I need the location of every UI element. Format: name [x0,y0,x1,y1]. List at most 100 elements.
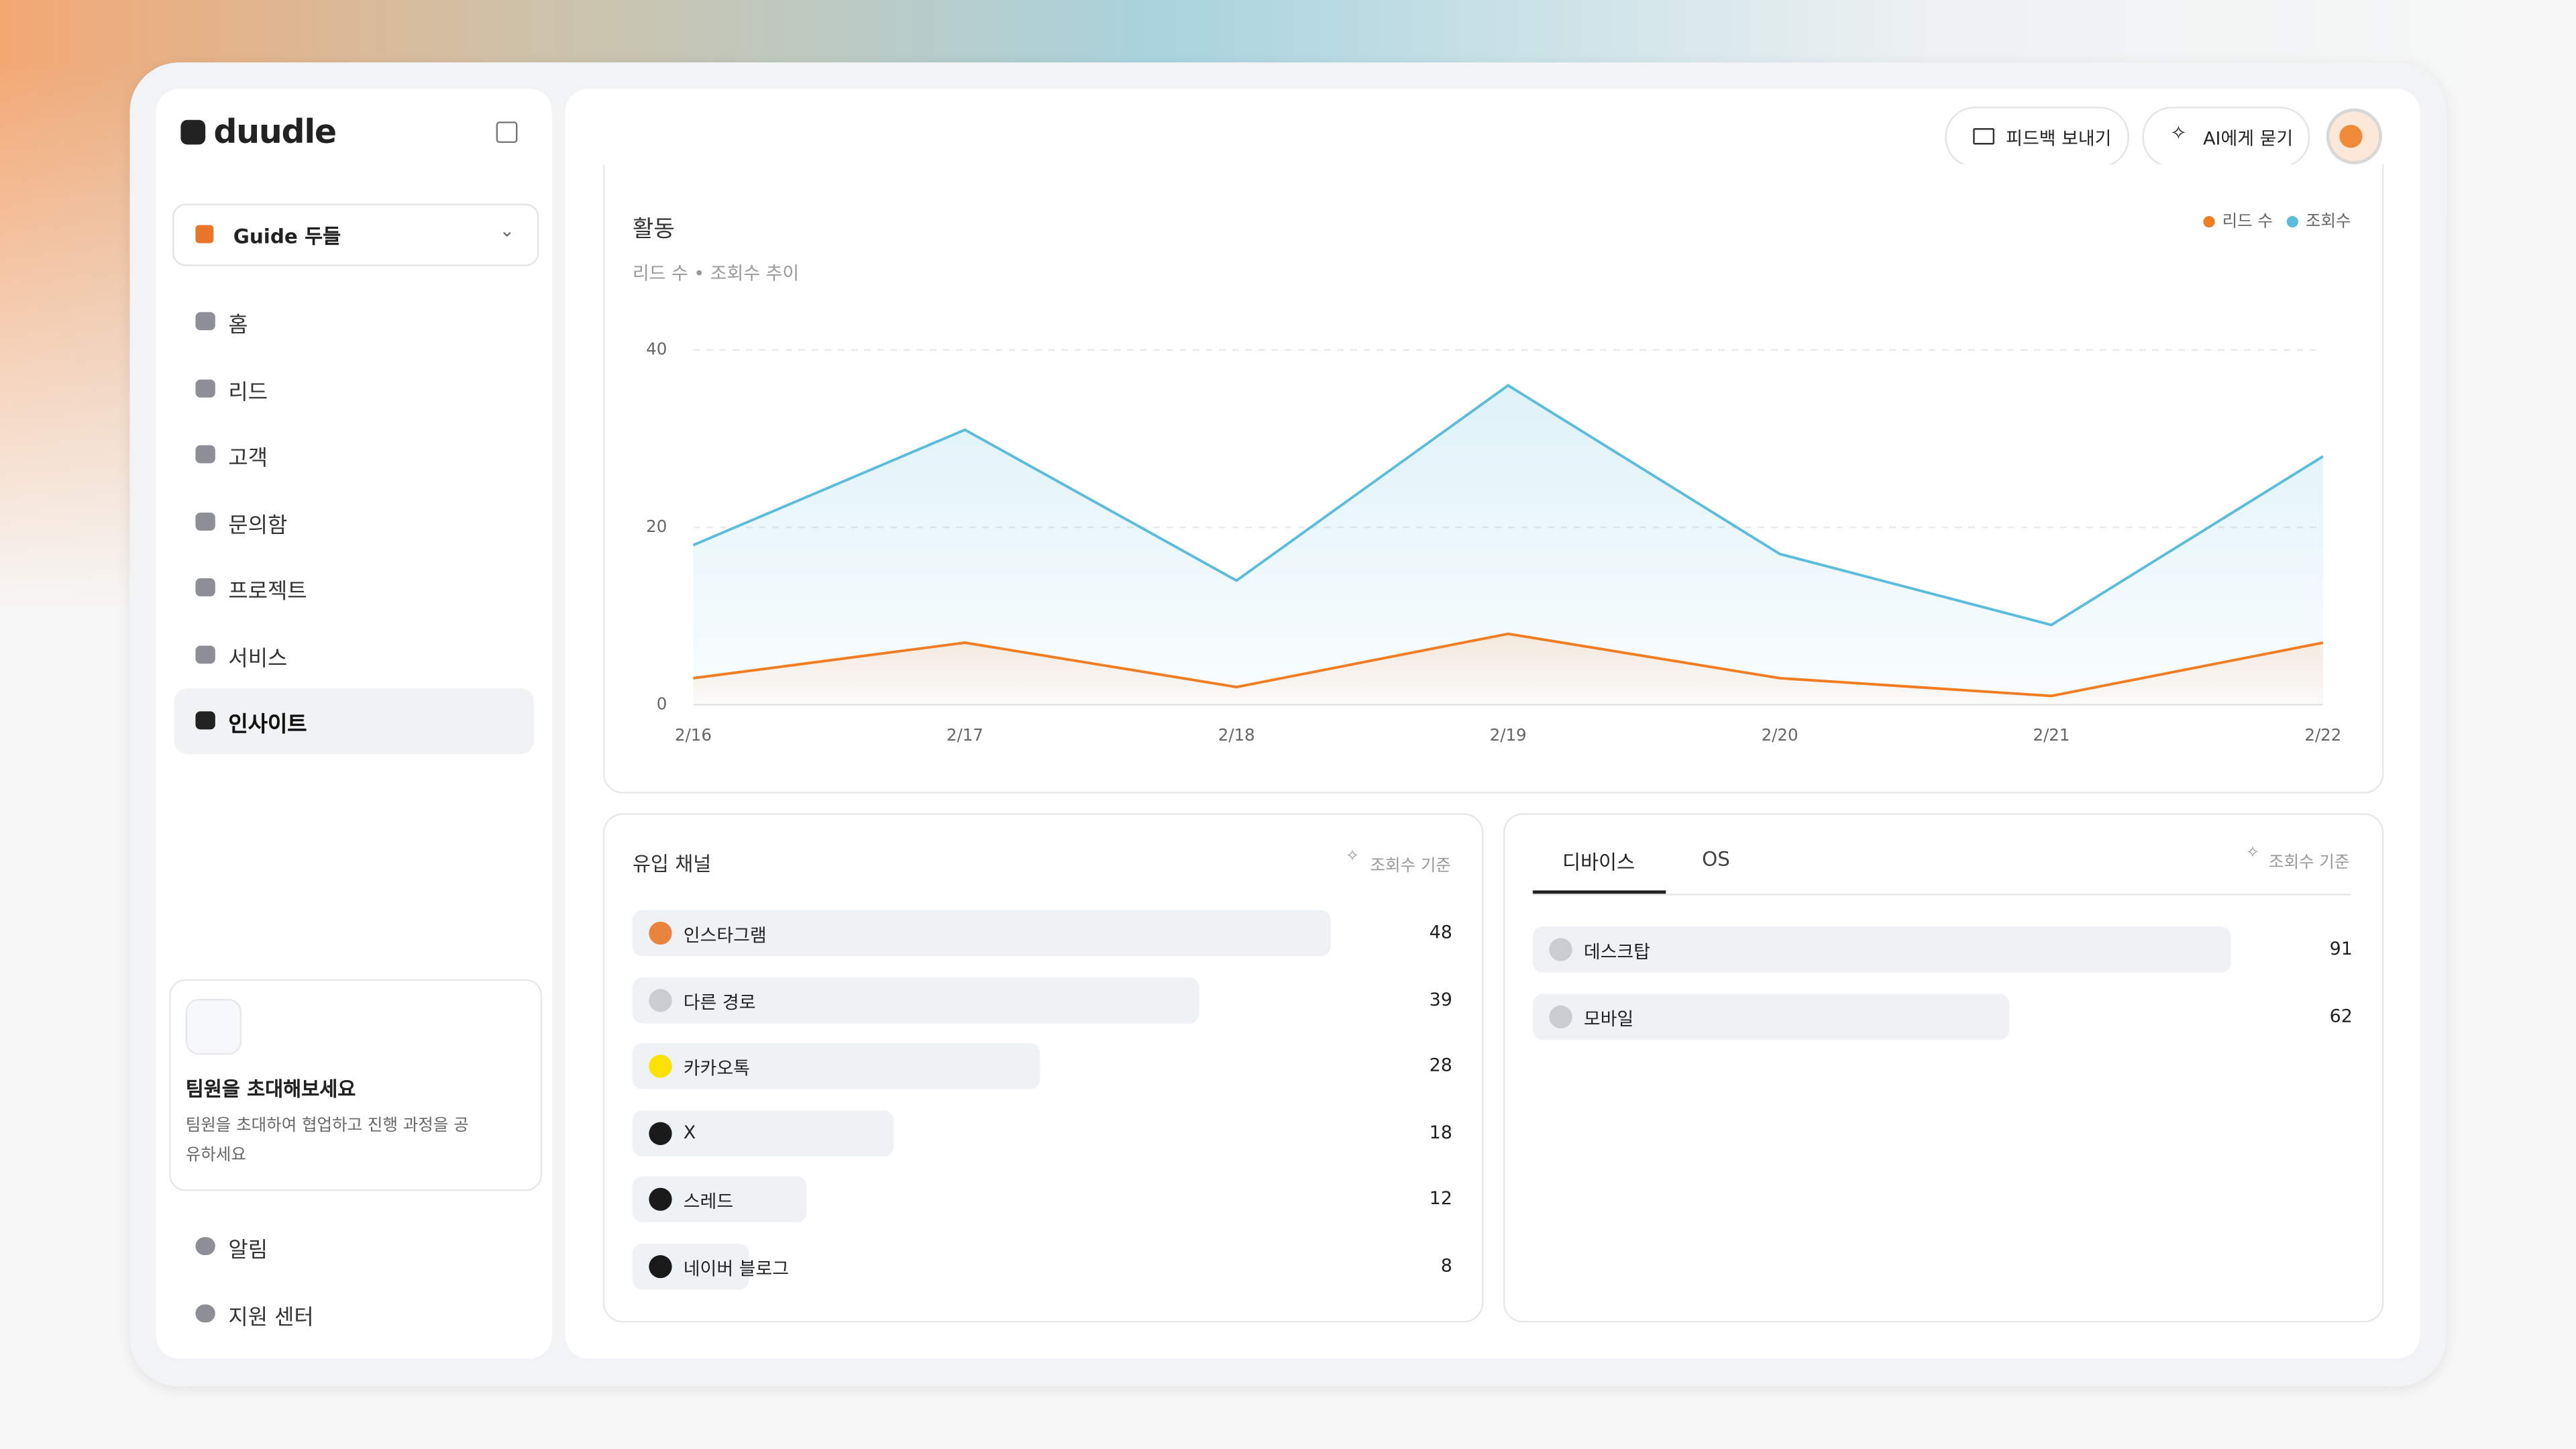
nav-label: 지원 센터 [228,1305,314,1330]
workspace-select[interactable] [172,203,539,266]
row-value: 28 [1429,1055,1452,1077]
sparkle-icon: ✧ [2170,121,2187,145]
row-label: X [683,1121,696,1143]
row-label: 인스타그램 [683,924,767,947]
series-line [692,384,2324,627]
nav-icon [195,1303,215,1322]
nav-item[interactable]: 서비스 [174,622,534,688]
nav-label: 알림 [228,1238,268,1264]
nav-icon [195,578,215,596]
nav-label: 인사이트 [228,712,307,738]
bar [1532,926,2231,973]
nav-icon [195,445,215,464]
nav-label: 프로젝트 [228,580,307,605]
chart-title: 활동 [633,215,675,242]
nav-item[interactable]: 고객 [174,422,534,488]
row-value: 12 [1429,1187,1452,1210]
x-tick-label: 2/22 [2304,725,2341,745]
nav-icon [195,645,215,663]
channel-icon [1549,938,1572,961]
row-label: 스레드 [683,1191,734,1213]
row-value: 48 [1429,921,1452,943]
nav-label: 홈 [228,313,248,339]
row-label: 다른 경로 [683,991,756,1013]
tab[interactable]: OS [1702,847,1730,871]
bar [632,1110,895,1156]
collapse-button[interactable] [496,121,518,144]
invite-icon [185,998,242,1055]
legend-dot [2203,216,2215,228]
x-tick-label: 2/17 [947,725,983,745]
nav-item[interactable]: 인사이트 [174,688,534,755]
devices-card [1503,813,2384,1323]
bar [632,976,1200,1023]
channel-icon [649,1187,672,1211]
nav-label: 고객 [228,447,268,472]
area-fill [693,385,2323,705]
avatar-face [2339,125,2363,148]
area-fill [693,633,2323,705]
workspace-name: Guide 두들 [233,225,341,248]
tab-indicator [1532,890,1666,894]
channel-icon [649,921,672,945]
workspace-icon [195,225,214,244]
row-value: 18 [1429,1121,1452,1143]
row-label: 데스크탑 [1583,941,1650,963]
ai-button[interactable]: AI에게 묻기 ✧ [2142,107,2310,168]
channels-basis: 조회수 기준 [1370,857,1451,876]
channel-icon [649,1254,672,1278]
bar [632,910,1331,957]
nav-icon [195,1237,215,1256]
feedback-button[interactable]: 피드백 보내기 [1945,107,2129,168]
nav-item[interactable]: 알림 [174,1214,534,1280]
logo-icon [180,119,206,145]
y-tick-label: 40 [646,339,667,359]
nav-item[interactable]: 리드 [174,356,534,421]
channel-icon [649,1055,672,1078]
legend-label: 리드 수 [2222,211,2273,231]
nav-icon [195,378,215,397]
bar [632,1043,1040,1089]
nav-icon [195,711,215,730]
basis-icon: ✧ [1345,847,1360,866]
nav-label: 서비스 [228,646,288,672]
row-value: 91 [2329,938,2353,960]
nav-item[interactable]: 홈 [174,289,534,355]
row-value: 62 [2329,1004,2353,1026]
nav-icon [195,312,215,331]
nav-item[interactable]: 지원 센터 [174,1281,534,1346]
tab-active[interactable]: 디바이스 [1562,851,1635,874]
nav-item[interactable]: 프로젝트 [174,555,534,621]
button-label: 피드백 보내기 [2006,128,2112,150]
invite-body: 팀원을 초대하여 협업하고 진행 과정을 공유하세요 [185,1117,469,1165]
channel-icon [649,988,672,1012]
series-line [693,632,2324,698]
x-tick-label: 2/16 [675,725,712,745]
x-tick-label: 2/18 [1218,725,1255,745]
button-label: AI에게 묻기 [2203,128,2294,150]
legend-dot [2286,216,2298,228]
brand: duudle [213,111,337,152]
mail-icon [1973,128,1995,145]
y-tick-label: 0 [657,694,667,714]
row-label: 네이버 블로그 [683,1257,790,1279]
x-tick-label: 2/20 [1762,725,1799,745]
nav-icon [195,511,215,530]
channels-title: 유입 채널 [632,853,712,876]
row-value: 39 [1429,988,1452,1010]
devices-basis: 조회수 기준 [2269,854,2350,873]
basis-icon: ✧ [2245,844,2260,863]
x-tick-label: 2/21 [2033,725,2070,745]
legend-label: 조회수 [2306,211,2351,231]
row-label: 모바일 [1583,1008,1634,1030]
chart-subtitle: 리드 수 • 조회수 추이 [633,263,799,284]
tab-rule [1532,894,2351,896]
x-tick-label: 2/19 [1490,725,1527,745]
nav-label: 리드 [228,380,268,405]
nav-item[interactable]: 문의함 [174,489,534,555]
invite-title: 팀원을 초대해보세요 [185,1077,356,1101]
chevron: ⌄ [499,220,515,242]
